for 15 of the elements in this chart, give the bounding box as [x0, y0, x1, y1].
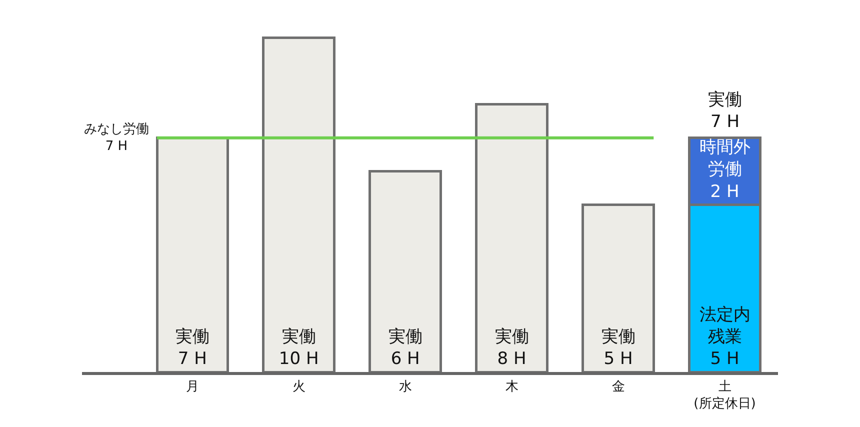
x-tick-label: 木 [505, 380, 518, 395]
data-label: 法定内残業 5 H [699, 304, 750, 369]
data-label: 実働 6 H [388, 326, 422, 369]
x-tick-label: 月 [186, 380, 199, 395]
data-label: 時間外労働 2 H [699, 138, 750, 202]
data-label: 実働 8 H [494, 326, 529, 369]
data-label: 実働 5 H [601, 326, 636, 369]
data-label: 実働 7 H [175, 326, 210, 369]
data-label: 実働 10 H [278, 326, 319, 369]
x-tick-label: 金 [612, 380, 625, 395]
x-tick-label: 火 [292, 380, 306, 395]
total-label: 実働 7 H [708, 90, 742, 132]
x-tick-label: 土 (所定休日) [694, 380, 756, 412]
ref-line-label: みなし労働 7 H [84, 122, 149, 154]
x-tick-label: 水 [398, 380, 412, 395]
